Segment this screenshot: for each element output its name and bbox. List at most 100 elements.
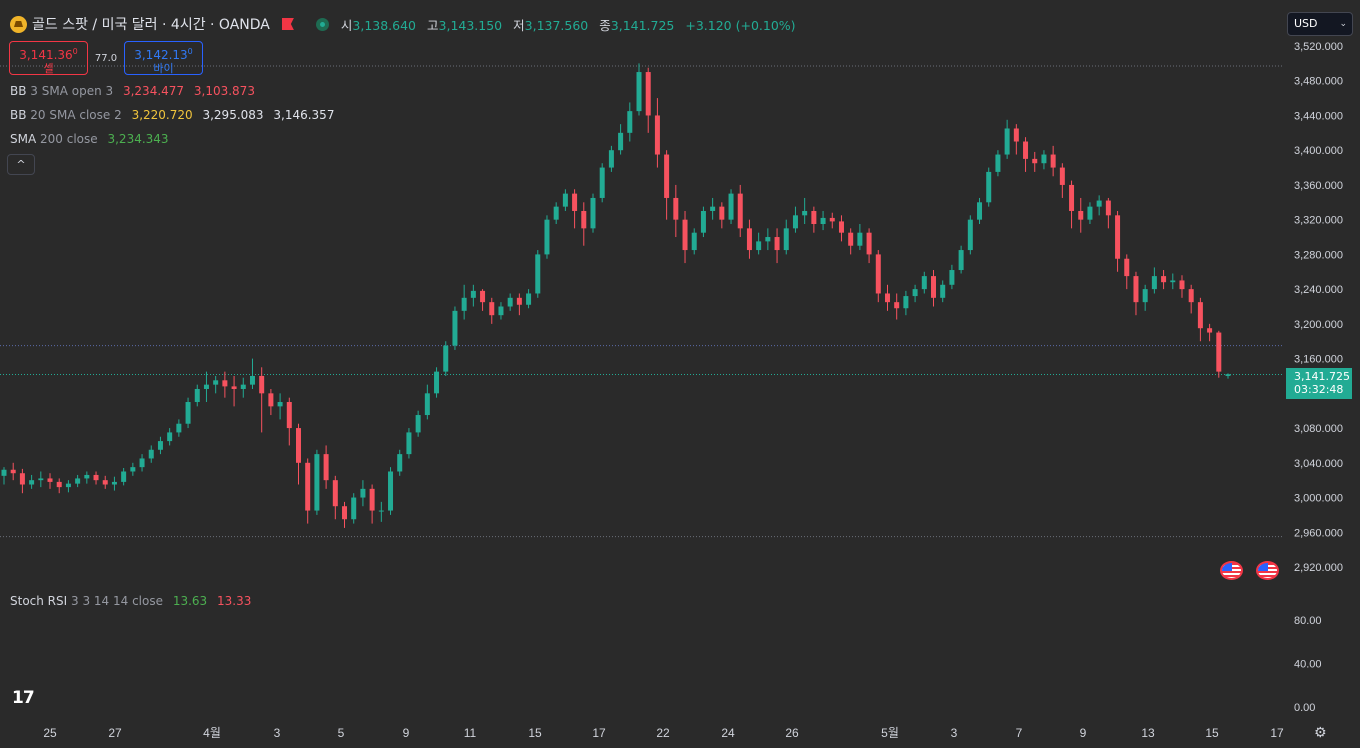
indicator-params: 3 3 14 14 close [71, 594, 163, 608]
sell-button[interactable]: 3,141.360 셀 [9, 41, 88, 75]
candle-body [148, 449, 154, 459]
indicator-bb-open[interactable]: BB 3 SMA open 3 3,234.477 3,103.873 [10, 84, 261, 98]
candle-body [572, 193, 578, 211]
candle-body [1050, 154, 1056, 168]
tradingview-logo[interactable]: 17 [12, 688, 35, 708]
candle-body [516, 297, 522, 305]
candle-body [627, 111, 633, 133]
us-event-icon[interactable] [1256, 561, 1279, 580]
market-open-icon [315, 17, 329, 31]
candle-body [194, 388, 200, 403]
indicator-value: 13.33 [217, 594, 252, 608]
candle-body [295, 428, 301, 463]
candle-body [10, 469, 16, 474]
collapse-indicators-button[interactable]: ^ [7, 154, 35, 175]
gold-symbol-icon [10, 15, 27, 33]
sell-label: 셀 [43, 62, 54, 75]
candle-body [378, 510, 384, 512]
y-axis-tick-label: 3,480.000 [1294, 76, 1343, 88]
candle-body [388, 471, 394, 511]
open-value: 3,138.640 [352, 17, 417, 33]
x-axis-tick-label: 5 [338, 726, 345, 740]
y-axis-tick-label: 2,920.000 [1294, 562, 1343, 574]
indicator-value: 3,146.357 [273, 108, 335, 122]
chart-header: 골드 스팟 / 미국 달러 · 4시간 · OANDA 시3,138.640 고… [10, 14, 803, 34]
candle-body [185, 402, 191, 424]
x-axis-tick-label: 15 [528, 726, 542, 740]
candle-body [857, 232, 863, 246]
last-price-value: 3,141.725 [1294, 370, 1350, 383]
candle-body [1069, 184, 1075, 211]
symbol-title[interactable]: 골드 스팟 / 미국 달러 · 4시간 · OANDA [32, 17, 270, 33]
x-axis-tick-label: 7 [1016, 726, 1023, 740]
candle-body [673, 197, 679, 220]
us-event-icon[interactable] [1220, 561, 1243, 580]
x-axis-tick-label: 9 [1080, 726, 1087, 740]
candle-body [1151, 276, 1157, 290]
candle-body [848, 232, 854, 246]
indicator-name: SMA [10, 132, 37, 146]
candle-body [342, 506, 348, 520]
currency-selector[interactable]: USD ⌄ [1287, 12, 1353, 36]
indicator-params: 20 SMA close 2 [30, 108, 122, 122]
x-axis-tick-label: 3 [274, 726, 281, 740]
indicator-stoch-rsi[interactable]: Stoch RSI 3 3 14 14 close 13.63 13.33 [10, 594, 257, 608]
indicator-sma[interactable]: SMA 200 close 3,234.343 [10, 132, 175, 146]
stoch-axis-tick-label: 80.00 [1294, 615, 1322, 627]
candle-body [977, 202, 983, 220]
buy-price: 3,142.13 [134, 48, 188, 62]
candle-body [691, 232, 697, 251]
candle-body [1115, 215, 1121, 259]
candle-body [286, 402, 292, 429]
indicator-name: BB [10, 108, 27, 122]
candle-body [47, 478, 53, 482]
buy-button[interactable]: 3,142.130 바이 [124, 41, 203, 75]
candle-body [1197, 302, 1203, 329]
candle-body [792, 215, 798, 229]
y-axis-tick-label: 3,040.000 [1294, 458, 1343, 470]
flag-icon[interactable] [281, 18, 294, 30]
candle-body [636, 72, 642, 112]
candle-body [526, 293, 532, 305]
candle-body [305, 462, 311, 511]
y-axis-tick-label: 3,000.000 [1294, 493, 1343, 505]
x-axis-tick-label: 17 [592, 726, 606, 740]
candle-body [102, 480, 108, 485]
x-axis-tick-label: 9 [403, 726, 410, 740]
indicator-value: 3,295.083 [202, 108, 264, 122]
candle-body [903, 296, 909, 309]
chevron-down-icon: ⌄ [1339, 19, 1347, 29]
candle-body [608, 150, 614, 168]
candle-body [1216, 332, 1222, 372]
candle-body [1078, 210, 1084, 220]
candle-body [213, 380, 219, 385]
y-axis-tick-label: 3,200.000 [1294, 319, 1343, 331]
candle-body [489, 302, 495, 316]
candle-body [268, 393, 274, 407]
candle-body [1096, 200, 1102, 207]
x-axis-tick-label: 17 [1270, 726, 1284, 740]
candle-body [1142, 289, 1148, 303]
candle-body [765, 237, 771, 242]
y-axis-tick-label: 3,400.000 [1294, 145, 1343, 157]
x-axis-tick-label: 27 [108, 726, 122, 740]
trade-buttons: 3,141.360 셀 77.0 3,142.130 바이 [9, 41, 203, 75]
y-axis-tick-label: 3,240.000 [1294, 284, 1343, 296]
x-axis-tick-label: 22 [656, 726, 670, 740]
candle-body [406, 432, 412, 455]
candle-body [323, 454, 329, 481]
candle-body [1105, 200, 1111, 216]
candle-body [29, 480, 35, 485]
candle-body [84, 474, 90, 479]
candle-body [645, 72, 651, 116]
y-axis-tick-label: 3,440.000 [1294, 110, 1343, 122]
candle-body [314, 454, 320, 511]
candle-body [139, 458, 145, 468]
candle-body [940, 284, 946, 298]
candle-body [581, 210, 587, 229]
candle-body [1041, 154, 1047, 164]
indicator-bb-close[interactable]: BB 20 SMA close 2 3,220.720 3,295.083 3,… [10, 108, 340, 122]
gear-icon[interactable]: ⚙ [1314, 725, 1327, 741]
high-value: 3,143.150 [438, 17, 503, 33]
